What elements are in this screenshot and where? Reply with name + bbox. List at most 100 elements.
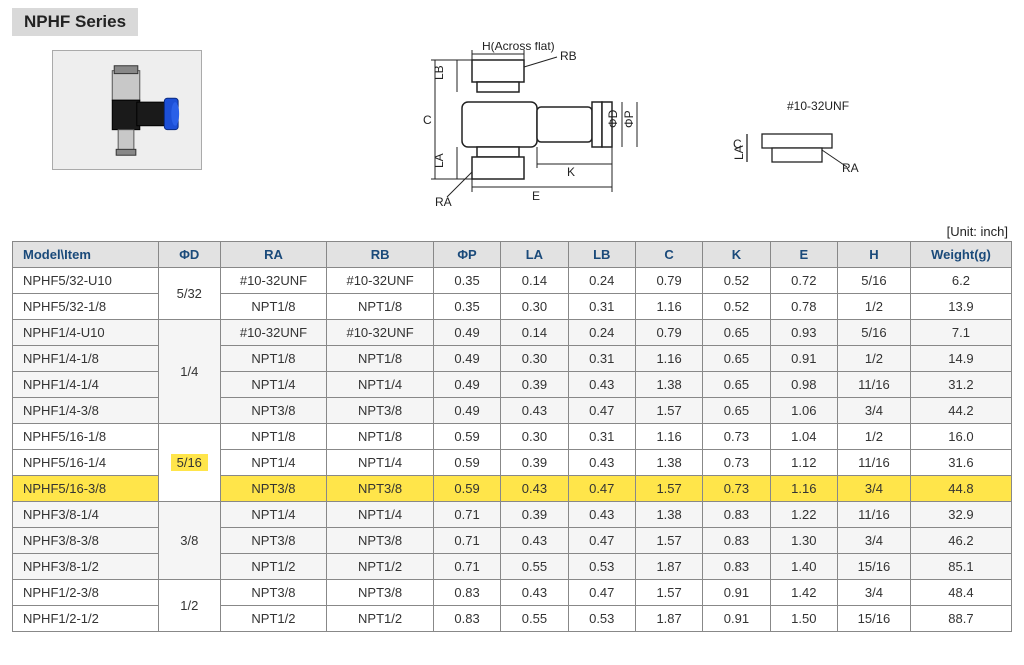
cell-wt: 6.2 <box>910 268 1011 294</box>
cell-wt: 31.6 <box>910 450 1011 476</box>
cell-c: 1.38 <box>635 450 702 476</box>
cell-rb: NPT1/8 <box>327 346 434 372</box>
table-body: NPHF5/32-U105/32#10-32UNF#10-32UNF0.350.… <box>13 268 1012 632</box>
cell-lb: 0.43 <box>568 502 635 528</box>
cell-model: NPHF5/32-1/8 <box>13 294 159 320</box>
cell-phid: 1/2 <box>158 580 220 632</box>
cell-phip: 0.71 <box>433 554 500 580</box>
label-c: C <box>423 113 432 127</box>
cell-model: NPHF5/16-3/8 <box>13 476 159 502</box>
cell-h: 3/4 <box>837 580 910 606</box>
cell-phip: 0.71 <box>433 502 500 528</box>
cell-e: 1.40 <box>770 554 837 580</box>
cell-phip: 0.83 <box>433 606 500 632</box>
cell-ra: NPT1/2 <box>220 606 327 632</box>
cell-e: 1.50 <box>770 606 837 632</box>
cell-phid: 3/8 <box>158 502 220 580</box>
cell-e: 1.06 <box>770 398 837 424</box>
cell-rb: NPT1/2 <box>327 554 434 580</box>
cell-k: 0.83 <box>703 528 770 554</box>
cell-lb: 0.31 <box>568 346 635 372</box>
table-row: NPHF1/4-U101/4#10-32UNF#10-32UNF0.490.14… <box>13 320 1012 346</box>
cell-model: NPHF5/32-U10 <box>13 268 159 294</box>
cell-model: NPHF1/2-3/8 <box>13 580 159 606</box>
cell-la: 0.30 <box>501 424 568 450</box>
cell-k: 0.83 <box>703 502 770 528</box>
label-across-flat: H(Across flat) <box>482 42 555 53</box>
cell-model: NPHF5/16-1/4 <box>13 450 159 476</box>
cell-la: 0.39 <box>501 502 568 528</box>
cell-phid: 5/16 <box>158 424 220 502</box>
cell-la: 0.43 <box>501 398 568 424</box>
cell-lb: 0.43 <box>568 450 635 476</box>
cell-h: 3/4 <box>837 398 910 424</box>
cell-k: 0.65 <box>703 372 770 398</box>
cell-model: NPHF1/4-3/8 <box>13 398 159 424</box>
cell-h: 15/16 <box>837 606 910 632</box>
cell-model: NPHF3/8-1/2 <box>13 554 159 580</box>
cell-k: 0.73 <box>703 424 770 450</box>
series-title: NPHF Series <box>12 8 138 36</box>
label-ra-left: RA <box>435 195 452 209</box>
cell-h: 15/16 <box>837 554 910 580</box>
cell-e: 0.78 <box>770 294 837 320</box>
label-la2: LA <box>732 145 746 160</box>
label-rb: RB <box>560 49 577 63</box>
cell-k: 0.52 <box>703 294 770 320</box>
cell-ra: NPT3/8 <box>220 398 327 424</box>
cell-phip: 0.35 <box>433 268 500 294</box>
dimension-diagram-svg: H(Across flat) RB LB C LA ΦD ΦP K E RA #… <box>242 42 1012 212</box>
cell-c: 1.57 <box>635 398 702 424</box>
cell-la: 0.30 <box>501 346 568 372</box>
cell-wt: 31.2 <box>910 372 1011 398</box>
cell-wt: 7.1 <box>910 320 1011 346</box>
cell-k: 0.65 <box>703 398 770 424</box>
cell-c: 1.16 <box>635 294 702 320</box>
cell-e: 0.91 <box>770 346 837 372</box>
cell-lb: 0.47 <box>568 580 635 606</box>
label-phid: ΦD <box>606 109 620 128</box>
cell-h: 5/16 <box>837 320 910 346</box>
cell-lb: 0.53 <box>568 606 635 632</box>
label-phip: ΦP <box>622 110 636 128</box>
label-lb: LB <box>432 65 446 80</box>
col-wt: Weight(g) <box>910 242 1011 268</box>
cell-c: 1.16 <box>635 346 702 372</box>
cell-wt: 32.9 <box>910 502 1011 528</box>
cell-model: NPHF5/16-1/8 <box>13 424 159 450</box>
product-photo-svg <box>53 51 201 169</box>
cell-e: 1.30 <box>770 528 837 554</box>
cell-ra: NPT3/8 <box>220 528 327 554</box>
cell-c: 0.79 <box>635 320 702 346</box>
dimension-diagram: H(Across flat) RB LB C LA ΦD ΦP K E RA #… <box>242 42 1012 212</box>
unit-label: [Unit: inch] <box>12 224 1012 239</box>
cell-model: NPHF3/8-3/8 <box>13 528 159 554</box>
col-ra: RA <box>220 242 327 268</box>
cell-c: 1.38 <box>635 372 702 398</box>
table-header-row: Model\Item ΦD RA RB ΦP LA LB C K E H Wei… <box>13 242 1012 268</box>
col-lb: LB <box>568 242 635 268</box>
col-model: Model\Item <box>13 242 159 268</box>
cell-h: 5/16 <box>837 268 910 294</box>
cell-rb: NPT3/8 <box>327 476 434 502</box>
cell-wt: 48.4 <box>910 580 1011 606</box>
table-row: NPHF3/8-1/43/8NPT1/4NPT1/40.710.390.431.… <box>13 502 1012 528</box>
cell-h: 3/4 <box>837 476 910 502</box>
cell-e: 0.93 <box>770 320 837 346</box>
cell-phip: 0.59 <box>433 476 500 502</box>
cell-wt: 16.0 <box>910 424 1011 450</box>
cell-e: 1.42 <box>770 580 837 606</box>
cell-model: NPHF1/4-1/4 <box>13 372 159 398</box>
cell-h: 11/16 <box>837 450 910 476</box>
cell-k: 0.73 <box>703 450 770 476</box>
cell-phip: 0.49 <box>433 320 500 346</box>
cell-la: 0.55 <box>501 606 568 632</box>
spec-table: Model\Item ΦD RA RB ΦP LA LB C K E H Wei… <box>12 241 1012 632</box>
label-e: E <box>532 189 540 203</box>
cell-h: 11/16 <box>837 372 910 398</box>
cell-phip: 0.59 <box>433 424 500 450</box>
col-k: K <box>703 242 770 268</box>
cell-la: 0.14 <box>501 320 568 346</box>
col-h: H <box>837 242 910 268</box>
cell-wt: 85.1 <box>910 554 1011 580</box>
